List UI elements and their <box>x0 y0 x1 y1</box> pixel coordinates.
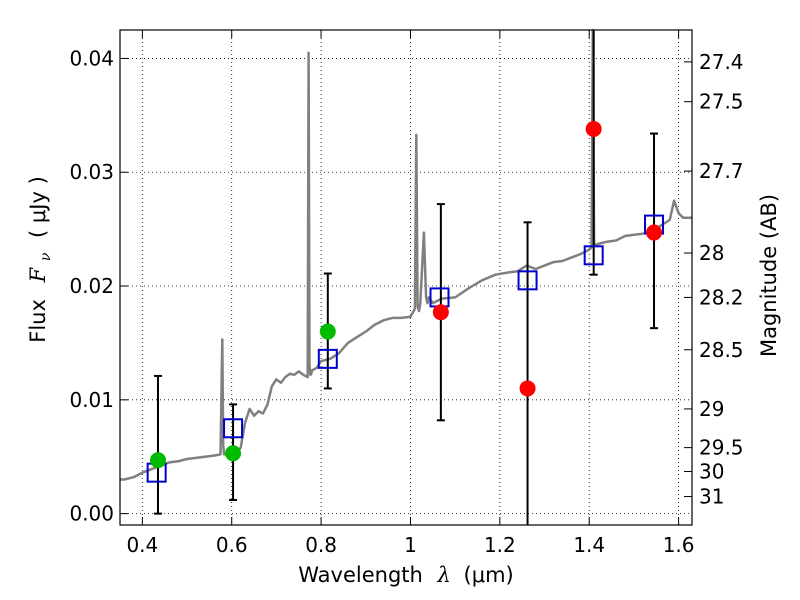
x-tick-label: 1.6 <box>663 533 695 557</box>
y-tick-label: 0.02 <box>69 274 114 298</box>
observed-flux-point <box>519 380 536 397</box>
x-tick-label: 0.8 <box>305 533 337 557</box>
model-photometry-square <box>223 418 244 439</box>
y2-tick-label: 27.4 <box>699 50 744 74</box>
x-axis-title: Wavelength λ (μm) <box>298 563 513 587</box>
model-photometry-square <box>517 270 538 291</box>
model-photometry-square <box>317 348 338 369</box>
y2-tick-label: 31 <box>699 485 724 509</box>
template-spectrum-layer <box>120 28 692 481</box>
y-tick-label: 0.04 <box>69 46 114 70</box>
model-photometry-square <box>583 245 604 266</box>
observed-flux-point <box>646 224 663 241</box>
y2-tick-label: 28.2 <box>699 285 744 309</box>
y2-tick-label: 29.5 <box>699 436 744 460</box>
observed-flux-point <box>319 323 336 340</box>
markers-layer <box>146 121 665 483</box>
y2-tick-label: 27.7 <box>699 159 744 183</box>
observed-flux-point <box>225 445 242 462</box>
observed-flux-point <box>585 121 602 137</box>
template-spectrum-line <box>120 28 692 481</box>
y-tick-label: 0.00 <box>69 502 114 526</box>
y2-axis-title: Magnitude (AB) <box>757 194 781 357</box>
x-tick-label: 1.4 <box>573 533 605 557</box>
plot-frame <box>119 29 693 526</box>
observed-flux-point <box>432 304 449 321</box>
grid-lines <box>120 30 692 525</box>
x-tick-label: 0.4 <box>126 533 158 557</box>
y-axis-title: Flux F ν ( μJy ) <box>26 176 55 343</box>
observed-flux-point <box>149 452 166 469</box>
y2-tick-label: 27.5 <box>699 90 744 114</box>
y-tick-label: 0.03 <box>69 160 114 184</box>
y2-tick-label: 30 <box>699 460 724 484</box>
y2-tick-label: 28 <box>699 241 724 265</box>
x-tick-label: 0.6 <box>216 533 248 557</box>
y2-tick-label: 28.5 <box>699 338 744 362</box>
y2-tick-label: 29 <box>699 397 724 421</box>
y-tick-label: 0.01 <box>69 388 114 412</box>
ticks-layer: 0.4 0.6 0.8 1 1.2 1.4 1.6 0.00 0.01 0.02 0.03 0.04 2… <box>69 30 744 557</box>
x-tick-label: 1.2 <box>484 533 516 557</box>
x-tick-label: 1 <box>404 533 417 557</box>
